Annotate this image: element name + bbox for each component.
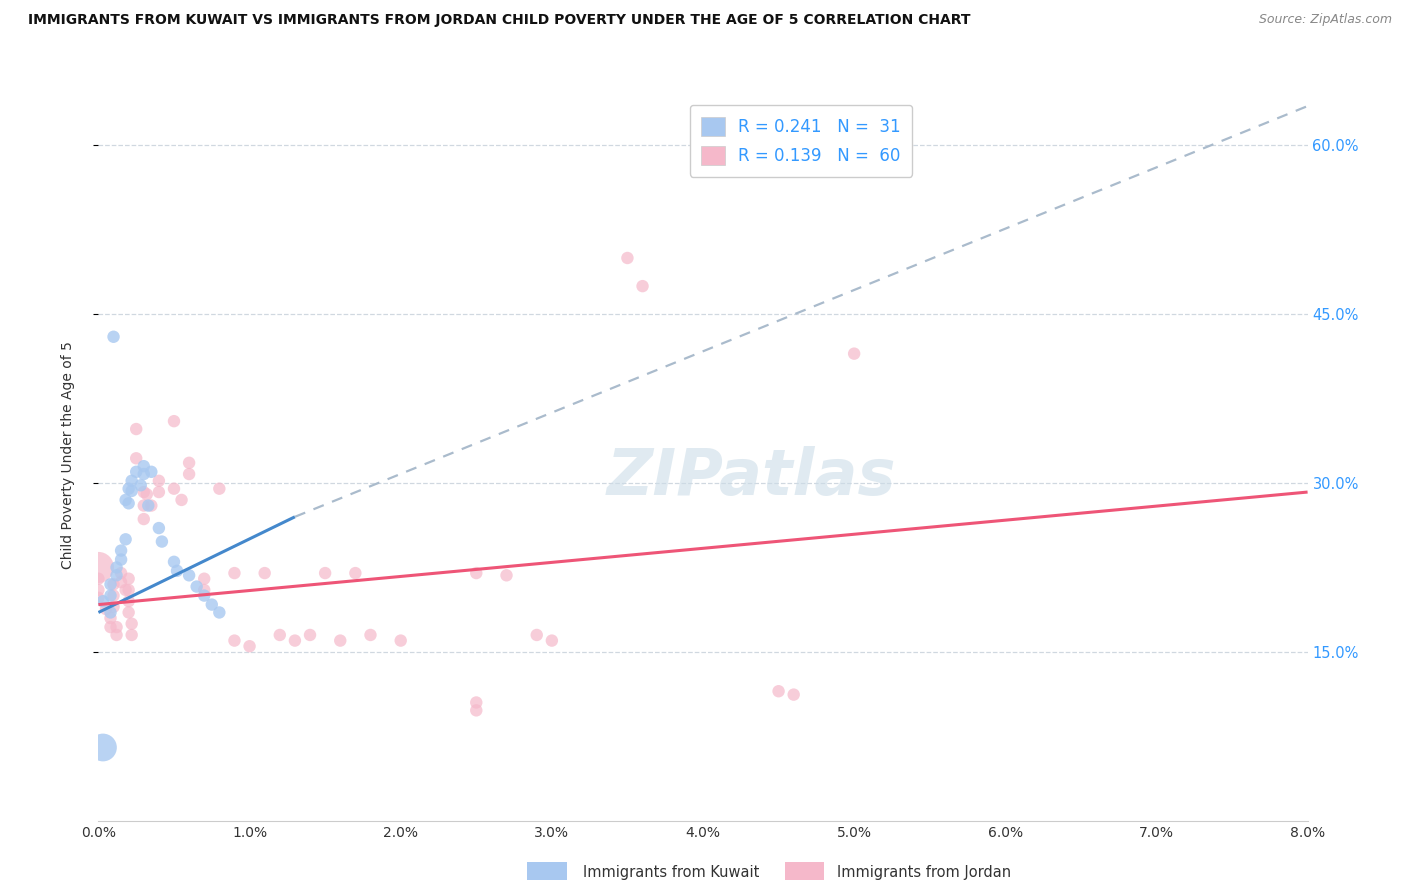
Point xyxy=(465,703,488,717)
Point xyxy=(179,568,201,582)
Point xyxy=(284,633,307,648)
Point xyxy=(166,564,188,578)
Point xyxy=(103,577,125,591)
Point xyxy=(193,582,215,597)
Text: Immigrants from Kuwait: Immigrants from Kuwait xyxy=(583,865,759,880)
Point xyxy=(125,465,148,479)
Point xyxy=(526,628,548,642)
Point xyxy=(91,594,114,608)
Point xyxy=(105,568,128,582)
Point xyxy=(344,566,367,580)
Point xyxy=(360,628,382,642)
Point xyxy=(87,591,110,605)
Point xyxy=(110,552,132,566)
Text: ZIPatlas: ZIPatlas xyxy=(606,446,896,508)
Point xyxy=(94,602,117,616)
Point xyxy=(121,483,143,498)
Point xyxy=(105,620,128,634)
Point xyxy=(100,620,122,634)
Point xyxy=(121,474,143,488)
Point xyxy=(118,594,141,608)
Point xyxy=(148,485,170,500)
Point xyxy=(179,467,201,481)
Point xyxy=(121,616,143,631)
Point xyxy=(132,512,155,526)
Y-axis label: Child Poverty Under the Age of 5: Child Poverty Under the Age of 5 xyxy=(60,341,75,569)
Point xyxy=(110,566,132,580)
Point xyxy=(118,572,141,586)
Point xyxy=(201,598,224,612)
Point xyxy=(132,459,155,474)
Point xyxy=(132,485,155,500)
Point xyxy=(179,456,201,470)
Point xyxy=(269,628,291,642)
Point xyxy=(100,611,122,625)
Point xyxy=(616,251,638,265)
Text: IMMIGRANTS FROM KUWAIT VS IMMIGRANTS FROM JORDAN CHILD POVERTY UNDER THE AGE OF : IMMIGRANTS FROM KUWAIT VS IMMIGRANTS FRO… xyxy=(28,13,970,28)
Point xyxy=(141,499,163,513)
Point xyxy=(103,599,125,614)
Point xyxy=(253,566,276,580)
Point xyxy=(465,696,488,710)
Point xyxy=(193,589,215,603)
Point xyxy=(141,465,163,479)
Point xyxy=(125,451,148,466)
Point xyxy=(170,492,193,507)
Point xyxy=(100,589,122,603)
Point xyxy=(136,499,159,513)
Point xyxy=(110,543,132,558)
Point xyxy=(239,639,262,653)
Point xyxy=(186,580,208,594)
Point xyxy=(118,482,141,496)
Point xyxy=(389,633,412,648)
Point xyxy=(105,628,128,642)
Point xyxy=(125,422,148,436)
Point xyxy=(631,279,654,293)
Point xyxy=(132,499,155,513)
Point xyxy=(163,414,186,428)
Point xyxy=(114,492,136,507)
Point xyxy=(110,575,132,590)
Point xyxy=(105,560,128,574)
Point xyxy=(299,628,322,642)
Point xyxy=(118,606,141,620)
Point xyxy=(135,487,157,501)
Point xyxy=(224,566,246,580)
Text: Source: ZipAtlas.com: Source: ZipAtlas.com xyxy=(1258,13,1392,27)
Point xyxy=(148,474,170,488)
Point xyxy=(87,560,110,574)
Point xyxy=(768,684,790,698)
Point xyxy=(132,467,155,481)
Point xyxy=(121,628,143,642)
Point xyxy=(314,566,336,580)
Point xyxy=(118,496,141,510)
Point xyxy=(541,633,564,648)
Point xyxy=(465,566,488,580)
Point xyxy=(193,572,215,586)
Point xyxy=(91,740,114,755)
Point xyxy=(495,568,517,582)
Point xyxy=(163,482,186,496)
Point xyxy=(329,633,352,648)
Point xyxy=(118,582,141,597)
Point xyxy=(208,606,231,620)
Text: Immigrants from Jordan: Immigrants from Jordan xyxy=(837,865,1011,880)
Point xyxy=(150,534,173,549)
Point xyxy=(114,582,136,597)
Point xyxy=(208,482,231,496)
Point xyxy=(103,589,125,603)
Legend: R = 0.241   N =  31, R = 0.139   N =  60: R = 0.241 N = 31, R = 0.139 N = 60 xyxy=(690,105,912,177)
Point xyxy=(783,688,806,702)
Point xyxy=(114,533,136,547)
Point xyxy=(100,577,122,591)
Point xyxy=(87,582,110,597)
Point xyxy=(148,521,170,535)
Point xyxy=(87,572,110,586)
Point xyxy=(224,633,246,648)
Point xyxy=(100,606,122,620)
Point xyxy=(103,330,125,344)
Point xyxy=(129,478,152,492)
Point xyxy=(844,346,866,360)
Point xyxy=(163,555,186,569)
